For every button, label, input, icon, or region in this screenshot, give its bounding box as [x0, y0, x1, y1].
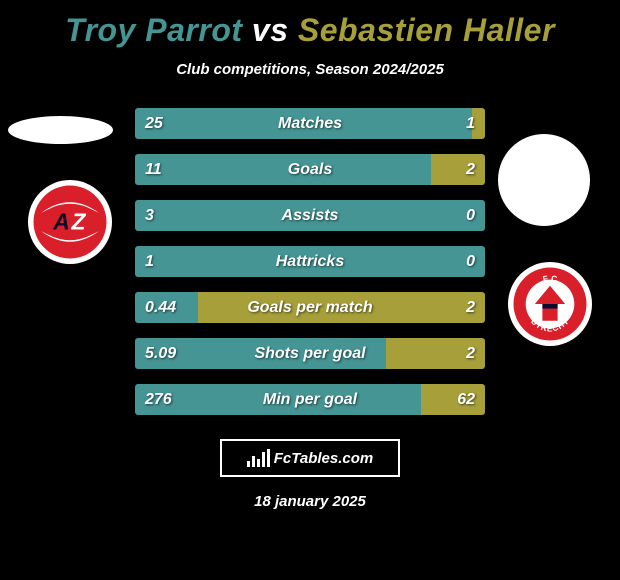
- club-badge-left: A Z: [28, 180, 112, 264]
- comparison-infographic: Troy Parrot vs Sebastien Haller Club com…: [0, 0, 620, 580]
- page-title: Troy Parrot vs Sebastien Haller: [0, 12, 620, 49]
- svg-text:F C: F C: [542, 273, 558, 284]
- stat-row: 276Min per goal62: [135, 384, 485, 415]
- flag-left-icon: [8, 116, 113, 144]
- brand-logo: FcTables.com: [220, 439, 400, 477]
- stat-rows: 25Matches111Goals23Assists01Hattricks00.…: [135, 108, 485, 415]
- stat-row: 0.44Goals per match2: [135, 292, 485, 323]
- subtitle: Club competitions, Season 2024/2025: [0, 61, 620, 78]
- stat-value-right: 62: [457, 391, 475, 409]
- brand-text: FcTables.com: [274, 450, 373, 467]
- stat-row: 5.09Shots per goal2: [135, 338, 485, 369]
- player1-name: Troy Parrot: [65, 12, 242, 48]
- bars-icon: [247, 449, 270, 467]
- stat-row: 25Matches1: [135, 108, 485, 139]
- player2-name: Sebastien Haller: [298, 12, 555, 48]
- stat-row: 11Goals2: [135, 154, 485, 185]
- stat-label: Goals per match: [135, 299, 485, 317]
- vs-text: vs: [252, 12, 289, 48]
- stat-label: Assists: [135, 207, 485, 225]
- stat-label: Min per goal: [135, 391, 485, 409]
- stat-value-right: 2: [466, 161, 475, 179]
- az-logo-icon: A Z: [32, 184, 108, 260]
- svg-text:A: A: [52, 209, 69, 235]
- club-badge-right: F C UTRECHT: [508, 262, 592, 346]
- stat-value-right: 0: [466, 253, 475, 271]
- stat-label: Hattricks: [135, 253, 485, 271]
- stat-label: Goals: [135, 161, 485, 179]
- stat-row: 1Hattricks0: [135, 246, 485, 277]
- stat-label: Matches: [135, 115, 485, 133]
- stats-area: A Z F C UTRECHT 25Matches1 11Goals2 3Assis…: [0, 108, 620, 415]
- stat-value-right: 1: [466, 115, 475, 133]
- date-text: 18 january 2025: [0, 493, 620, 510]
- stat-label: Shots per goal: [135, 345, 485, 363]
- stat-value-right: 0: [466, 207, 475, 225]
- flag-right-icon: [498, 134, 590, 226]
- stat-row: 3Assists0: [135, 200, 485, 231]
- stat-value-right: 2: [466, 345, 475, 363]
- svg-text:Z: Z: [71, 209, 87, 235]
- utrecht-logo-icon: F C UTRECHT: [512, 266, 588, 342]
- stat-value-right: 2: [466, 299, 475, 317]
